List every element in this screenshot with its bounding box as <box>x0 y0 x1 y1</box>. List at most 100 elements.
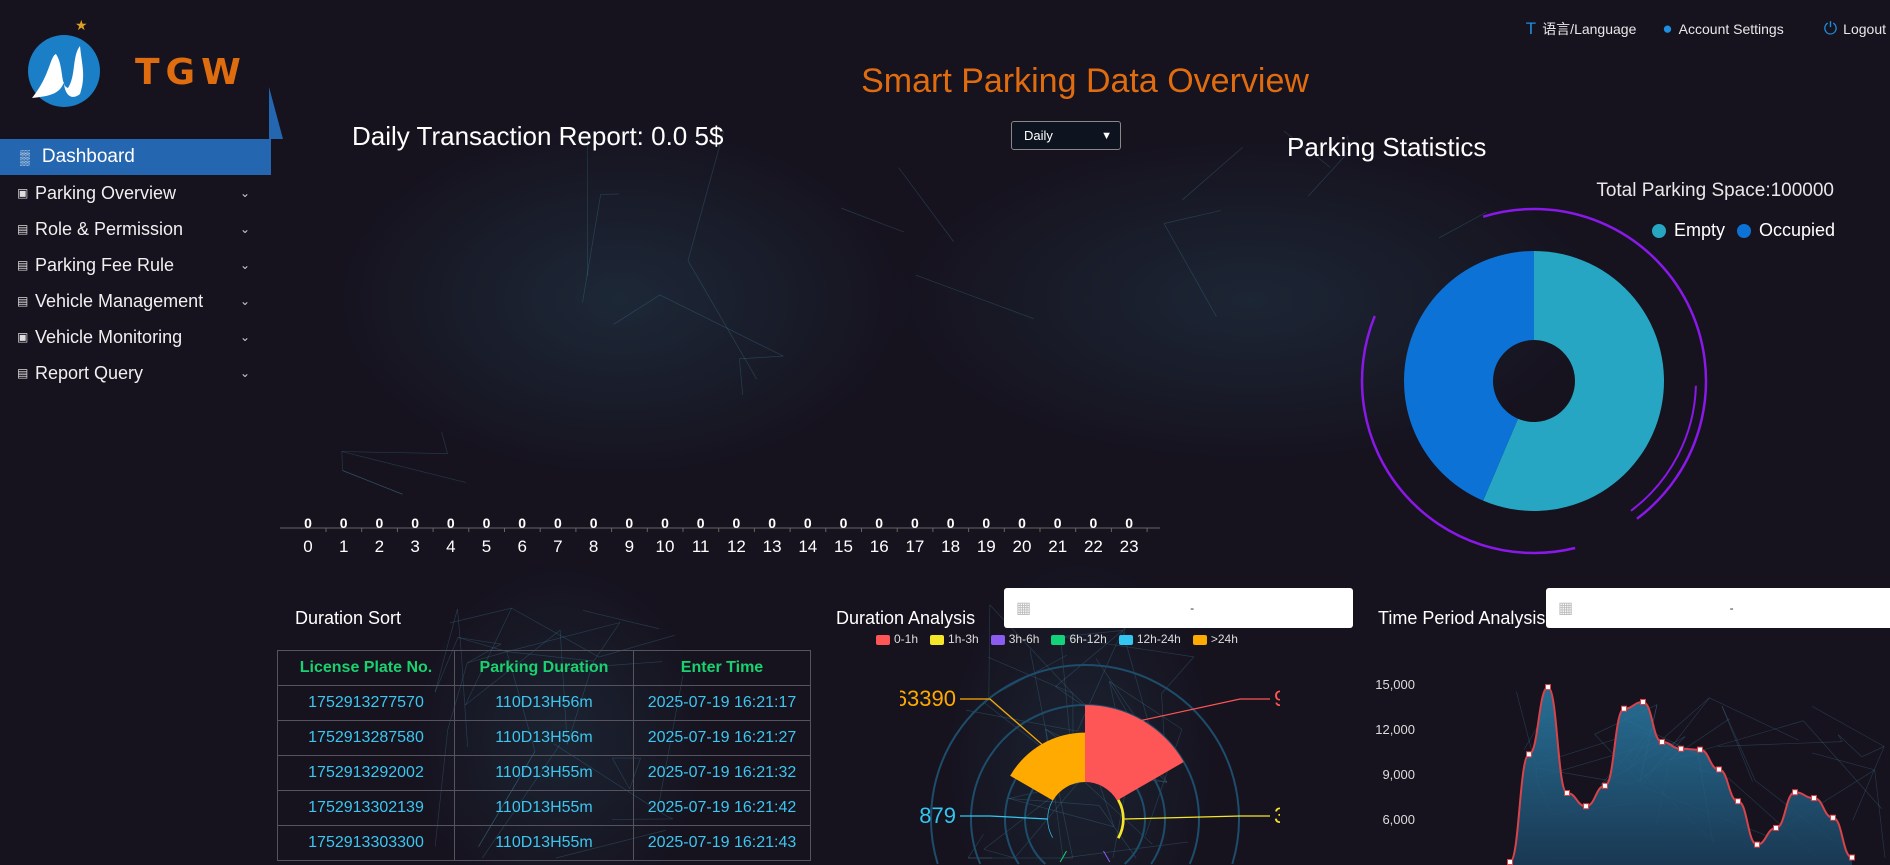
sidebar-item-parking-overview[interactable]: ▣ Parking Overview ⌄ <box>0 175 285 211</box>
legend-occupied[interactable]: Occupied <box>1737 220 1835 241</box>
x-tick-label: 20 <box>1013 537 1032 556</box>
data-point <box>1678 745 1684 752</box>
data-label: 0 <box>376 515 384 531</box>
data-label: 879 <box>919 803 956 828</box>
parking-statistics-title: Parking Statistics <box>1287 132 1487 162</box>
network-line <box>342 470 403 495</box>
duration-date-range-input[interactable]: ▦ - <box>1004 588 1353 628</box>
sidebar-item-label: Vehicle Monitoring <box>35 326 183 347</box>
network-line <box>1721 706 1753 782</box>
table-cell: 1752913277570 <box>277 685 455 721</box>
network-line <box>965 709 1078 732</box>
donut-slice-occupied <box>1404 251 1534 501</box>
network-line <box>506 622 621 652</box>
legend-item[interactable]: 1h-3h <box>930 632 979 646</box>
time-period-analysis-title: Time Period Analysis <box>1378 608 1546 628</box>
x-tick-label: 10 <box>656 537 675 556</box>
network-line <box>898 167 954 242</box>
sidebar-item-label: Dashboard <box>41 146 135 167</box>
sidebar-item-vehicle-monitoring[interactable]: ▣ Vehicle Monitoring ⌄ <box>0 319 285 355</box>
data-label: 98788 <box>1274 686 1280 711</box>
network-line <box>1838 734 1843 742</box>
label-leader-line <box>1141 698 1270 721</box>
sidebar-item-parking-fee-rule[interactable]: ▤ Parking Fee Rule ⌄ <box>0 247 285 283</box>
sidebar-item-role-permission[interactable]: ▤ Role & Permission ⌄ <box>0 211 285 247</box>
table-cell: 1752913292002 <box>277 755 455 791</box>
network-line <box>967 833 984 859</box>
data-point <box>1621 705 1627 712</box>
decorative-arc <box>1360 315 1576 555</box>
network-line <box>1346 135 1351 150</box>
table-cell: 2025-07-19 16:21:27 <box>633 720 811 756</box>
data-point <box>1545 684 1551 691</box>
data-label: 0 <box>1054 515 1062 531</box>
network-line <box>687 260 757 380</box>
data-point <box>1754 841 1760 848</box>
total-parking-space: Total Parking Space:100000 <box>1596 180 1834 201</box>
legend-item[interactable]: 12h-24h <box>1118 632 1181 646</box>
x-tick-label: 12 <box>727 537 746 556</box>
table-cell: 2025-07-19 16:21:32 <box>633 755 811 791</box>
data-point <box>1697 746 1703 753</box>
sidebar-item-dashboard[interactable]: ▒ Dashboard <box>0 87 283 175</box>
fee-rule-icon: ▤ <box>17 258 29 272</box>
x-tick-label: 13 <box>763 537 782 556</box>
data-label: 0 <box>590 515 598 531</box>
sidebar-item-vehicle-management[interactable]: ▤ Vehicle Management ⌄ <box>0 283 285 319</box>
network-line <box>1802 720 1882 809</box>
data-label: 0 <box>1090 515 1098 531</box>
data-point <box>1526 751 1532 758</box>
hourly-transaction-chart: 0001020304050607080901001101201301401501… <box>280 515 1160 556</box>
account-settings-button[interactable]: ● Account Settings <box>1662 19 1783 39</box>
label-leader-line <box>1124 815 1270 820</box>
table-row[interactable]: 1752913302139 110D13H55m 2025-07-19 16:21:… <box>277 790 811 826</box>
time-period-date-range-input[interactable]: ▦ - <box>1546 588 1890 628</box>
network-line <box>1029 649 1046 730</box>
x-tick-label: 21 <box>1048 537 1067 556</box>
user-icon: ● <box>1662 19 1673 38</box>
table-row[interactable]: 1752913287580 110D13H56m 2025-07-19 16:21:… <box>277 720 811 756</box>
data-label: 0 <box>411 515 419 531</box>
x-tick-label: 6 <box>517 537 526 556</box>
network-line <box>341 451 343 471</box>
label-leader-line <box>960 815 1048 820</box>
decorative-arc <box>1630 385 1697 512</box>
table-cell: 1752913287580 <box>277 720 455 756</box>
legend-empty[interactable]: Empty <box>1652 220 1725 241</box>
data-point <box>1507 859 1513 865</box>
network-line <box>1709 697 1799 741</box>
table-cell: 110D13H55m <box>454 790 634 826</box>
sidebar-item-report-query[interactable]: ▤ Report Query ⌄ <box>0 355 285 391</box>
network-line <box>457 637 501 645</box>
text-icon: T <box>1525 19 1537 38</box>
logout-button[interactable]: ⏻ Logout <box>1824 19 1886 39</box>
y-tick-label: 6,000 <box>1382 812 1415 827</box>
x-tick-label: 19 <box>977 537 996 556</box>
x-tick-label: 11 <box>692 537 710 556</box>
network-line <box>341 451 448 455</box>
network-line <box>341 451 467 483</box>
network-line <box>441 432 448 454</box>
parking-icon: ▣ <box>17 186 29 200</box>
donut-slice-empty <box>1483 251 1665 511</box>
logo-icon: ★ <box>28 17 100 107</box>
period-select[interactable]: Daily ▼ <box>1011 121 1121 150</box>
table-row[interactable]: 1752913277570 110D13H56m 2025-07-19 16:21:… <box>277 685 811 721</box>
parking-legend: Empty Occupied <box>1652 220 1835 241</box>
legend-item[interactable]: 0-1h <box>876 632 918 646</box>
network-line <box>1060 636 1194 658</box>
legend-item[interactable]: 6h-12h <box>1051 632 1107 646</box>
table-row[interactable]: 1752913292002 110D13H55m 2025-07-19 16:21:… <box>277 755 811 791</box>
table-cell: 2025-07-19 16:21:17 <box>633 685 811 721</box>
sidebar-item-label: Vehicle Management <box>35 290 204 311</box>
chevron-down-icon: ⌄ <box>240 258 251 272</box>
language-button[interactable]: T 语言/Language <box>1526 19 1637 39</box>
legend-item[interactable]: 3h-6h <box>990 632 1039 646</box>
data-label: 0 <box>1018 515 1026 531</box>
rose-segment <box>1047 800 1053 838</box>
chevron-down-icon: ⌄ <box>240 222 251 236</box>
legend-item[interactable]: >24h <box>1192 632 1238 646</box>
table-row[interactable]: 1752913303300 110D13H55m 2025-07-19 16:21:… <box>277 825 811 861</box>
sidebar-item-label: Report Query <box>35 362 144 383</box>
network-line <box>511 607 600 658</box>
